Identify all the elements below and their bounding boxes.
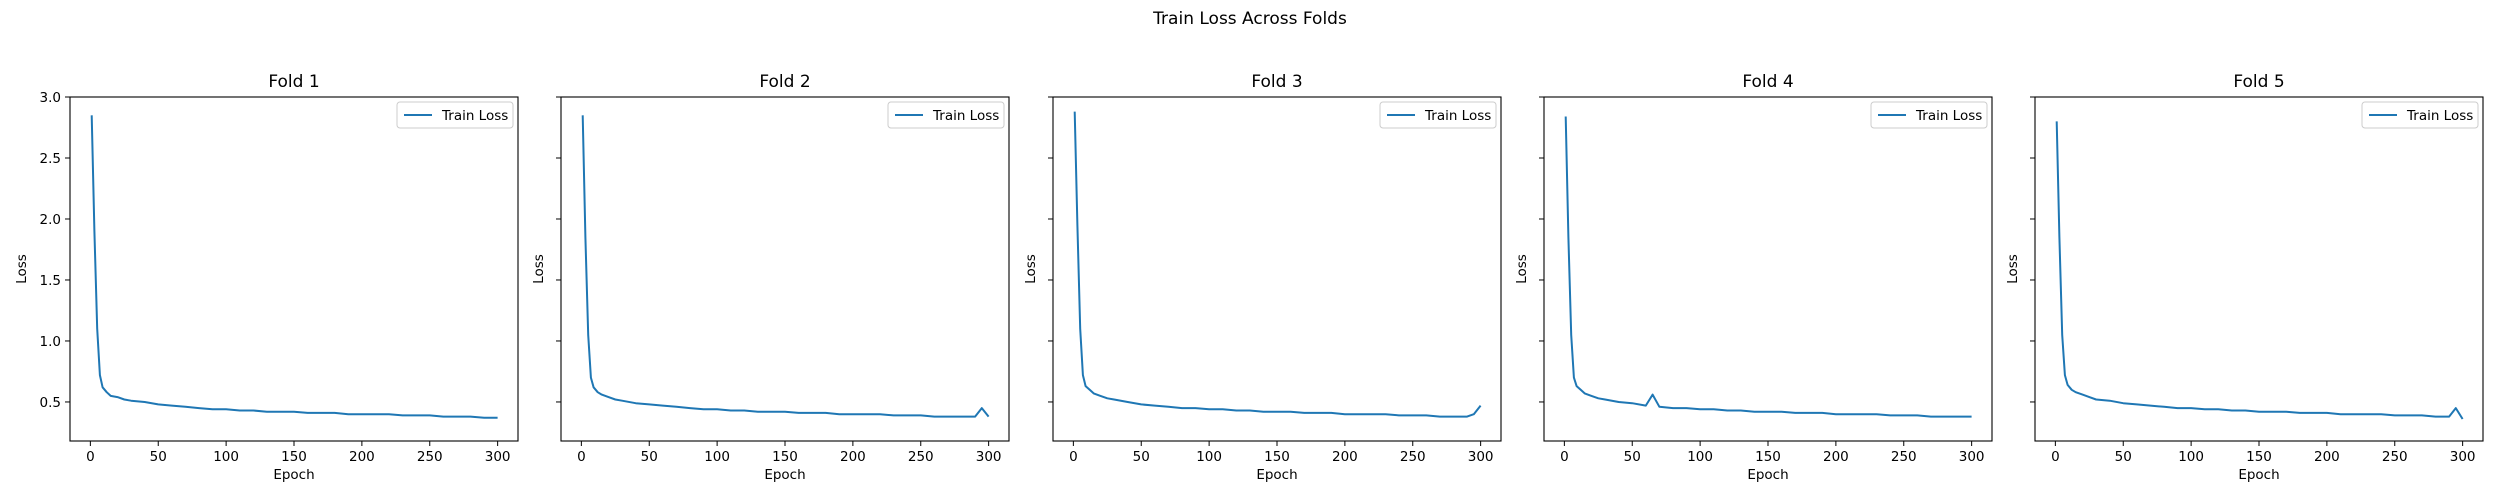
x-tick-label: 0: [1560, 449, 1569, 465]
y-axis-label: Loss: [2005, 254, 2021, 284]
x-tick-label: 150: [1755, 449, 1781, 465]
legend: Train Loss: [2361, 101, 2479, 129]
legend-box: [396, 101, 514, 129]
x-tick-label: 150: [772, 449, 798, 465]
x-tick-label: 200: [1823, 449, 1849, 465]
train-loss-line: [581, 115, 990, 418]
x-tick-label: 250: [908, 449, 934, 465]
x-axis-label: Epoch: [1256, 467, 1297, 483]
x-axis-label: Epoch: [273, 467, 314, 483]
panel-title: Fold 3: [1251, 72, 1302, 92]
figure-suptitle: Train Loss Across Folds: [1152, 9, 1347, 29]
axes-frame: [2034, 96, 2484, 442]
panel-title: Fold 2: [759, 72, 810, 92]
fold-panel: Fold 1 0 50 100 150 200 250 300 0.5 1.0 1.5 2.0 2.5 3…: [14, 72, 519, 483]
x-tick-label: 200: [2314, 449, 2340, 465]
legend: Train Loss: [1379, 101, 1497, 129]
legend-label: Train Loss: [932, 108, 999, 124]
x-axis-label: Epoch: [2238, 467, 2279, 483]
x-tick-label: 100: [704, 449, 730, 465]
x-tick-label: 50: [641, 449, 658, 465]
y-tick-label: 3.0: [40, 90, 61, 106]
x-tick-label: 0: [86, 449, 95, 465]
x-tick-label: 100: [1196, 449, 1222, 465]
x-tick-label: 50: [2115, 449, 2132, 465]
y-tick-label: 2.5: [40, 151, 61, 167]
panel-title: Fold 5: [2233, 72, 2284, 92]
y-tick-label: 1.0: [40, 334, 61, 350]
fold-panel: Fold 4 0 50 100 150 200 250 300 Epoch Loss Train L…: [1514, 72, 1993, 483]
x-tick-label: 200: [349, 449, 375, 465]
legend: Train Loss: [887, 101, 1005, 129]
x-tick-label: 300: [485, 449, 511, 465]
legend: Train Loss: [1870, 101, 1988, 129]
legend-label: Train Loss: [441, 108, 508, 124]
x-tick-label: 200: [840, 449, 866, 465]
legend-label: Train Loss: [2406, 108, 2473, 124]
x-tick-label: 0: [2051, 449, 2060, 465]
x-tick-label: 50: [1133, 449, 1150, 465]
legend-label: Train Loss: [1424, 108, 1491, 124]
train-loss-line: [1564, 116, 1972, 418]
legend-box: [887, 101, 1005, 129]
y-axis-label: Loss: [531, 254, 547, 284]
x-tick-label: 50: [1624, 449, 1641, 465]
axes-frame: [1543, 96, 1993, 442]
y-axis-label: Loss: [14, 254, 30, 284]
x-tick-label: 150: [281, 449, 307, 465]
axes-frame: [1052, 96, 1502, 442]
x-tick-label: 50: [150, 449, 167, 465]
train-loss-line: [1073, 111, 1482, 418]
legend: Train Loss: [396, 101, 514, 129]
y-axis-label: Loss: [1023, 254, 1039, 284]
y-tick-label: 2.0: [40, 212, 61, 228]
x-tick-label: 250: [1400, 449, 1426, 465]
axes-frame: [560, 96, 1010, 442]
x-tick-label: 200: [1332, 449, 1358, 465]
x-tick-label: 300: [1468, 449, 1494, 465]
x-tick-label: 0: [577, 449, 586, 465]
x-tick-label: 100: [2178, 449, 2204, 465]
x-tick-label: 0: [1069, 449, 1078, 465]
panel-title: Fold 1: [268, 72, 319, 92]
x-tick-label: 250: [1891, 449, 1917, 465]
x-tick-label: 250: [2382, 449, 2408, 465]
x-tick-label: 100: [213, 449, 239, 465]
x-tick-label: 100: [1687, 449, 1713, 465]
x-tick-label: 150: [2246, 449, 2272, 465]
x-axis-label: Epoch: [1747, 467, 1788, 483]
x-tick-label: 300: [976, 449, 1002, 465]
panel-title: Fold 4: [1742, 72, 1793, 92]
fold-panel: Fold 3 0 50 100 150 200 250 300 Epoch Loss Train L…: [1023, 72, 1502, 483]
legend-box: [1379, 101, 1497, 129]
y-tick-label: 1.5: [40, 273, 61, 289]
axes-frame: [69, 96, 519, 442]
y-tick-label: 0.5: [40, 395, 61, 411]
x-tick-label: 250: [417, 449, 443, 465]
y-axis-label: Loss: [1514, 254, 1530, 284]
legend-box: [2361, 101, 2479, 129]
x-tick-label: 150: [1264, 449, 1290, 465]
legend-label: Train Loss: [1915, 108, 1982, 124]
fold-panel: Fold 5 0 50 100 150 200 250 300 Epoch Loss Train L…: [2005, 72, 2484, 483]
x-axis-label: Epoch: [764, 467, 805, 483]
legend-box: [1870, 101, 1988, 129]
x-tick-label: 300: [2450, 449, 2476, 465]
fold-panel: Fold 2 0 50 100 150 200 250 300 Epoch Loss Train L…: [531, 72, 1010, 483]
train-loss-line: [90, 115, 498, 419]
train-loss-line: [2055, 121, 2464, 420]
x-tick-label: 300: [1959, 449, 1985, 465]
